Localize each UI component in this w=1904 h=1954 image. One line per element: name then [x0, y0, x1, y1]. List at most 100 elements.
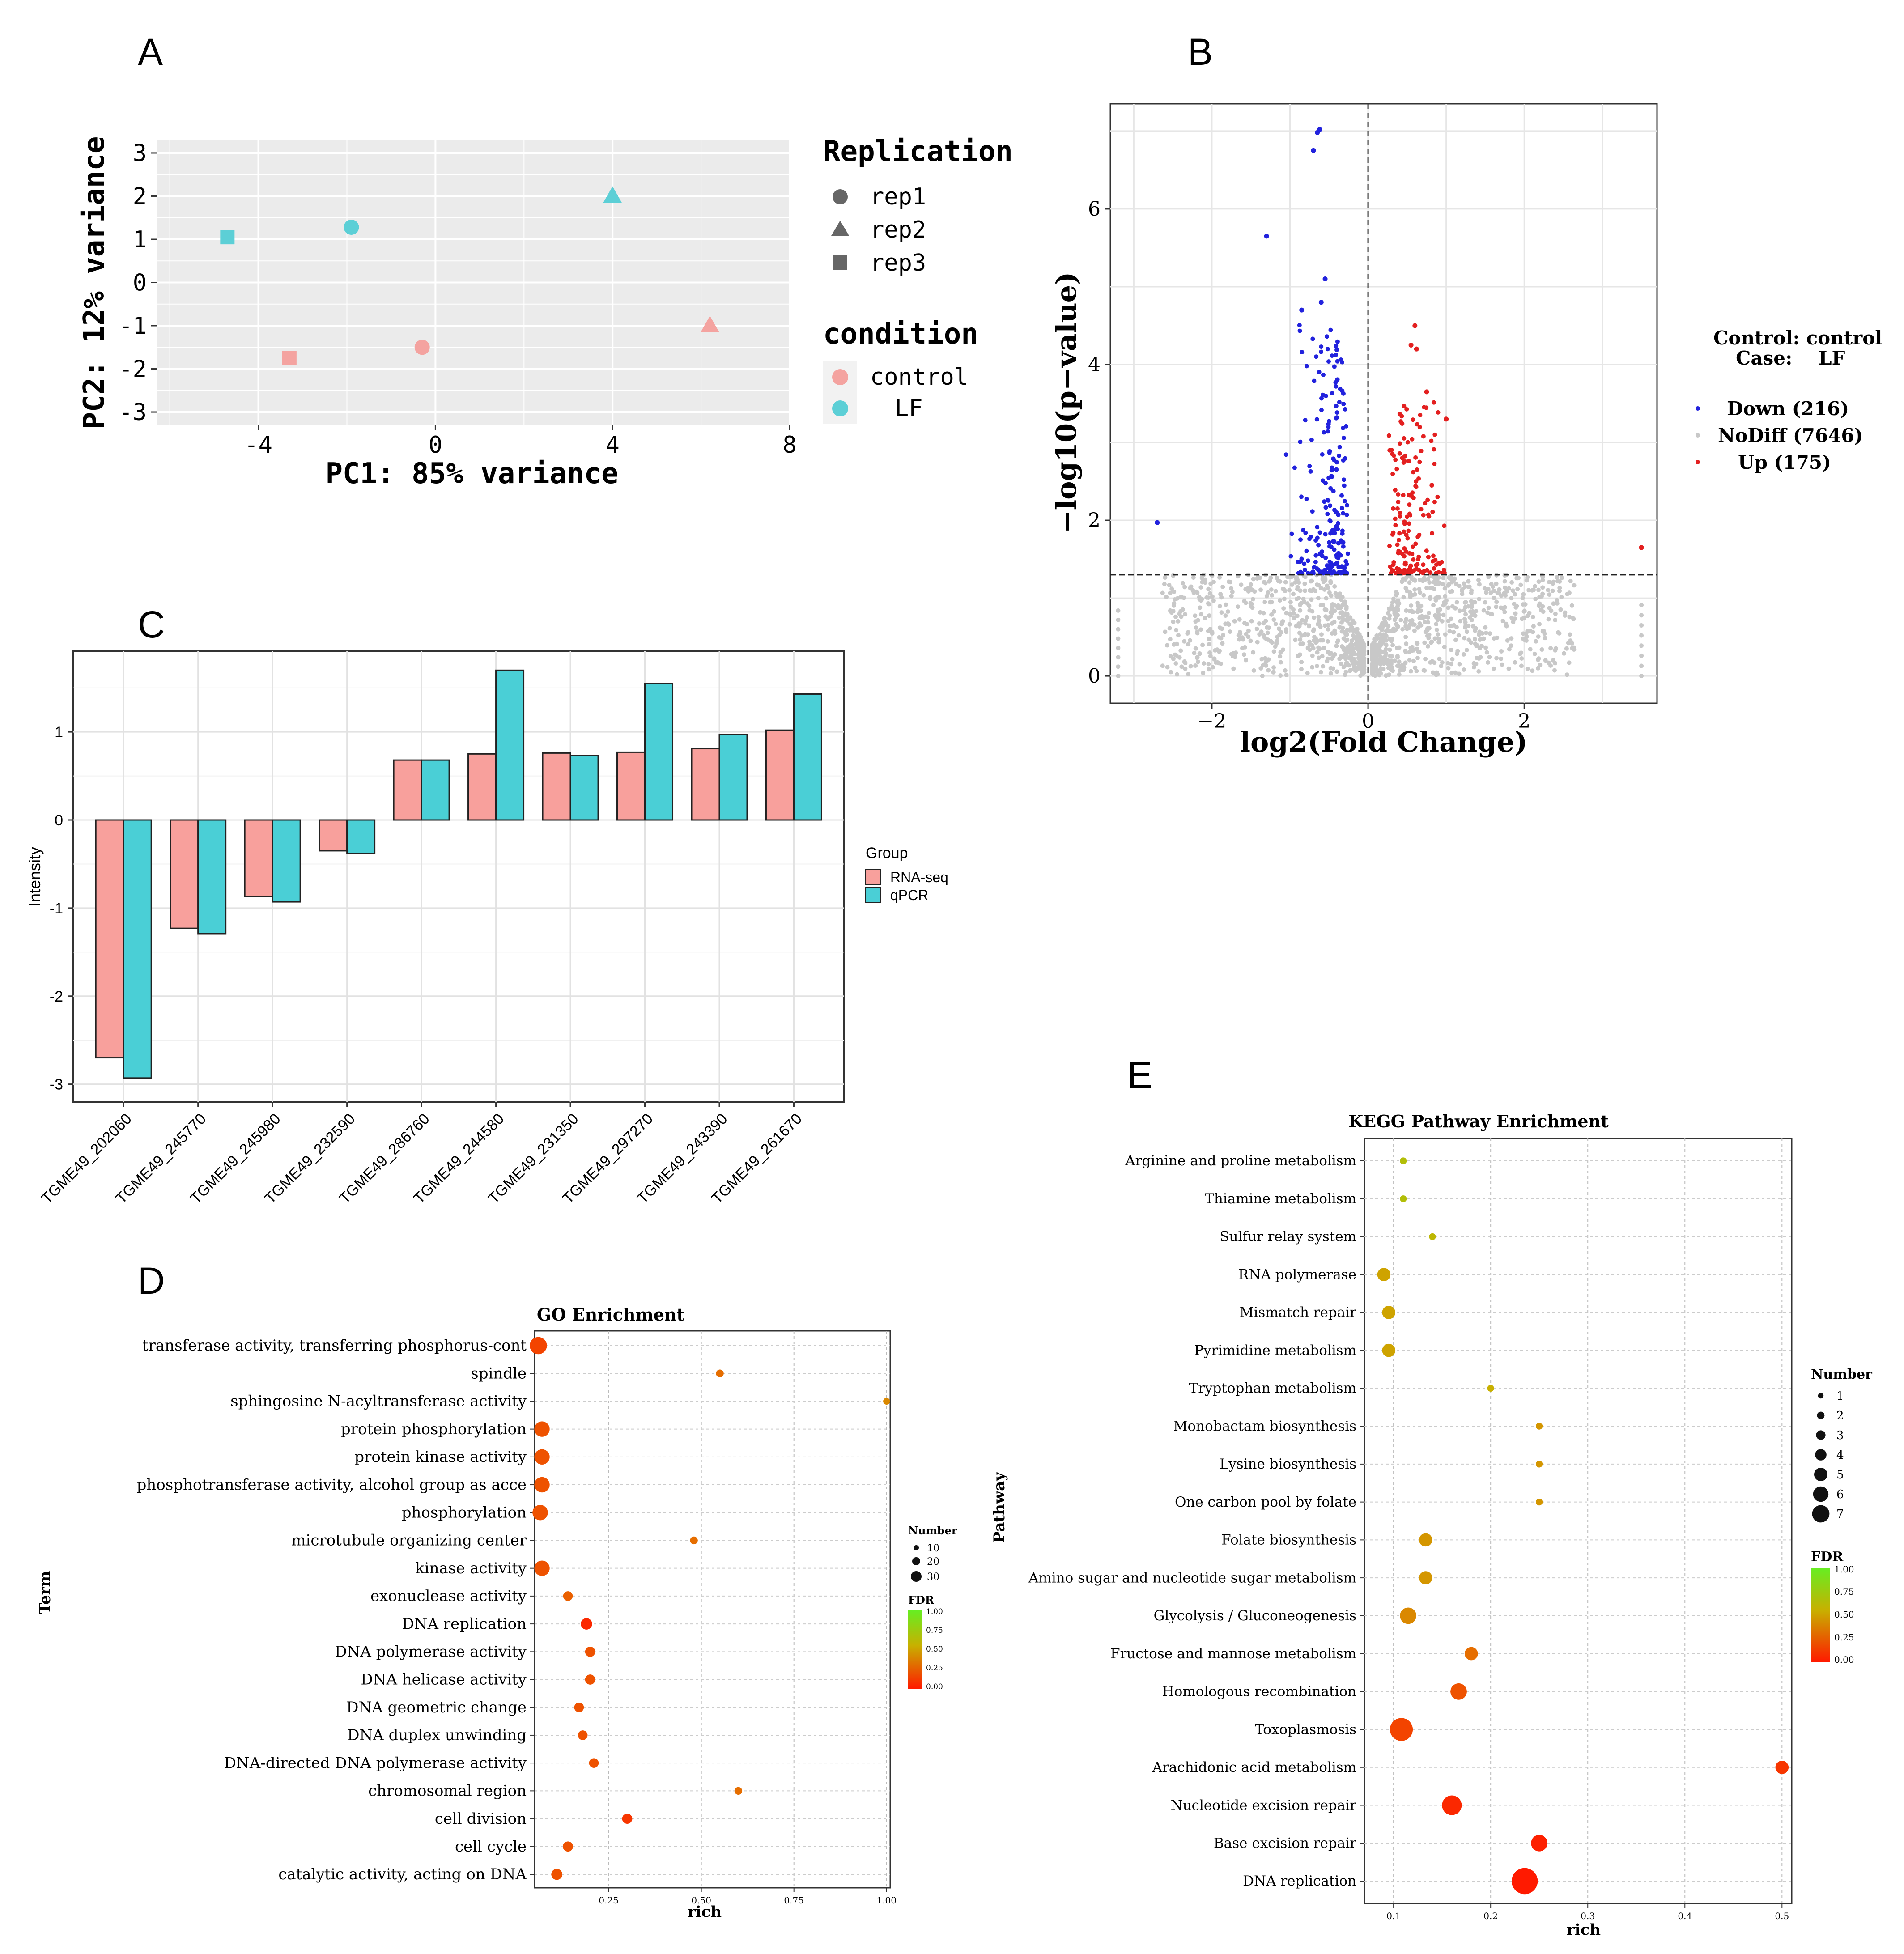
volcano-y-axis-label: −log10(p−value)	[1050, 272, 1083, 534]
volcano-point-nodiff	[1168, 590, 1173, 595]
volcano-point-nodiff	[1163, 575, 1168, 580]
volcano-point-up	[1397, 451, 1402, 456]
volcano-point-nodiff	[1328, 580, 1333, 585]
volcano-point-nodiff	[1326, 623, 1330, 628]
volcano-legend-down-swatch	[1696, 406, 1700, 411]
volcano-point-nodiff	[1639, 643, 1644, 648]
volcano-point-nodiff	[1207, 667, 1211, 672]
volcano-point-down	[1339, 493, 1344, 498]
volcano-point-nodiff	[1476, 669, 1481, 674]
panel-letter-c: C	[138, 603, 165, 646]
volcano-point-nodiff	[1302, 581, 1307, 586]
volcano-point-nodiff	[1207, 613, 1212, 618]
volcano-point-nodiff	[1417, 578, 1422, 582]
volcano-point-nodiff	[1173, 614, 1178, 619]
pca-y-tick-label: 1	[133, 226, 147, 253]
volcano-point-nodiff	[1310, 665, 1315, 670]
volcano-point-up	[1411, 557, 1416, 562]
volcano-point-up	[1421, 434, 1426, 439]
volcano-point-nodiff	[1403, 634, 1408, 639]
volcano-point-nodiff	[1319, 632, 1324, 637]
volcano-point-nodiff	[1387, 647, 1392, 652]
volcano-point-nodiff	[1320, 574, 1325, 579]
volcano-point-nodiff	[1504, 621, 1509, 626]
kegg-size-legend-dot	[1812, 1505, 1830, 1523]
volcano-point-nodiff	[1330, 656, 1334, 661]
volcano-point-nodiff	[1116, 627, 1121, 632]
volcano-point-nodiff	[1267, 578, 1272, 583]
volcano-point-nodiff	[1248, 638, 1253, 643]
volcano-point-nodiff	[1440, 660, 1445, 665]
pca-y-tick-label: -2	[119, 356, 147, 383]
volcano-point-nodiff	[1397, 659, 1402, 664]
volcano-point-nodiff	[1415, 600, 1420, 605]
volcano-point-nodiff	[1417, 650, 1422, 654]
volcano-point-nodiff	[1196, 659, 1201, 664]
volcano-point-down	[1334, 467, 1339, 472]
volcano-point-nodiff	[1522, 609, 1526, 614]
volcano-point-nodiff	[1555, 600, 1560, 605]
volcano-point-nodiff	[1116, 617, 1121, 622]
volcano-point-down	[1299, 307, 1305, 313]
volcano-point-down	[1323, 555, 1328, 560]
go-dot	[563, 1591, 573, 1601]
volcano-point-nodiff	[1432, 580, 1436, 585]
volcano-point-nodiff	[1338, 610, 1343, 615]
volcano-point-nodiff	[1343, 638, 1348, 643]
volcano-point-down	[1303, 418, 1308, 423]
volcano-point-nodiff	[1201, 671, 1206, 675]
volcano-point-nodiff	[1426, 611, 1431, 616]
volcano-point-nodiff	[1460, 591, 1465, 596]
volcano-point-nodiff	[1412, 628, 1417, 633]
volcano-point-nodiff	[1469, 599, 1474, 604]
go-size-legend-10-dot	[914, 1545, 919, 1550]
pca-y-tick-label: 2	[133, 183, 147, 210]
pca-x-tick-label: 0	[429, 432, 442, 459]
bar-rnaseq	[319, 819, 348, 852]
volcano-point-nodiff	[1488, 631, 1492, 636]
volcano-point-up	[1403, 562, 1408, 567]
volcano-point-nodiff	[1404, 608, 1409, 613]
kegg-term-label: RNA polymerase	[1238, 1266, 1356, 1283]
volcano-point-nodiff	[1321, 664, 1326, 669]
pca-legend-control-label: control	[870, 364, 968, 391]
volcano-point-nodiff	[1306, 623, 1311, 628]
volcano-point-nodiff	[1195, 631, 1200, 636]
volcano-point-nodiff	[1195, 655, 1200, 660]
go-term-label: DNA geometric change	[346, 1699, 527, 1716]
kegg-dot	[1450, 1683, 1467, 1700]
volcano-point-nodiff	[1217, 604, 1222, 609]
volcano-point-nodiff	[1436, 612, 1441, 617]
volcano-point-nodiff	[1210, 594, 1215, 599]
volcano-point-nodiff	[1557, 589, 1562, 594]
kegg-dot	[1382, 1343, 1396, 1357]
volcano-point-nodiff	[1639, 674, 1644, 679]
volcano-point-down	[1304, 548, 1309, 553]
volcano-point-nodiff	[1258, 610, 1263, 615]
pca-y-axis-label: PC2: 12% variance	[78, 136, 111, 429]
volcano-point-nodiff	[1530, 629, 1535, 634]
volcano-point-nodiff	[1499, 593, 1504, 598]
volcano-point-up	[1432, 500, 1437, 505]
volcano-point-nodiff	[1262, 599, 1267, 604]
volcano-point-down	[1344, 562, 1349, 567]
volcano-point-nodiff	[1397, 672, 1402, 677]
volcano-point-nodiff	[1471, 665, 1476, 670]
volcano-point-up	[1395, 542, 1400, 547]
volcano-point-nodiff	[1271, 617, 1276, 622]
volcano-point-nodiff	[1392, 617, 1397, 622]
bar-qpcr	[644, 683, 674, 821]
volcano-point-up	[1413, 541, 1418, 546]
volcano-point-nodiff	[1451, 630, 1456, 635]
volcano-point-down	[1345, 503, 1350, 508]
kegg-dot	[1775, 1760, 1789, 1774]
volcano-point-nodiff	[1474, 626, 1479, 631]
volcano-point-nodiff	[1370, 651, 1375, 656]
volcano-point-nodiff	[1282, 596, 1287, 601]
bar-y-tick-label: -1	[50, 900, 63, 917]
volcano-point-down	[1318, 530, 1322, 535]
kegg-term-label: Amino sugar and nucleotide sugar metabol…	[1028, 1570, 1356, 1586]
volcano-point-nodiff	[1193, 619, 1198, 624]
volcano-point-up	[1416, 476, 1421, 481]
kegg-size-legend-dot	[1817, 1411, 1825, 1419]
